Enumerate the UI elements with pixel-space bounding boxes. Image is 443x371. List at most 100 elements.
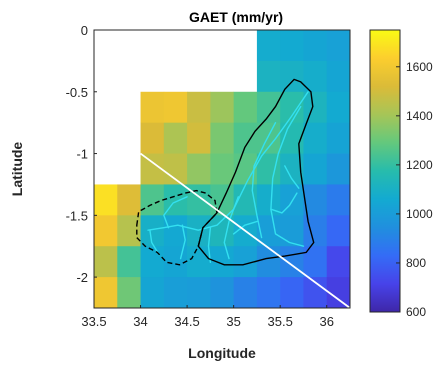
colorbar-tick-label: 1600: [406, 60, 433, 74]
colorbar-tick-label: 800: [406, 256, 426, 270]
river-line: [223, 196, 240, 260]
map-overlays: [136, 78, 351, 309]
y-axis: 0 -0.5 -1 -1.5 -2: [66, 23, 97, 285]
heatmap-cell: [280, 91, 304, 124]
heatmap-cells: [94, 30, 351, 309]
heatmap-cell: [94, 277, 118, 309]
heatmap-cell: [233, 277, 258, 309]
heatmap-cell: [256, 122, 281, 154]
heatmap-cell: [163, 122, 188, 154]
heatmap-cell: [187, 91, 211, 124]
basin-outline-dashed: [136, 189, 218, 266]
heatmap-cell: [140, 91, 165, 124]
heatmap-cell: [140, 277, 165, 309]
heatmap-cell: [256, 215, 281, 247]
heatmap-cell: [256, 153, 281, 185]
y-tick-label: -2: [76, 270, 88, 285]
y-tick-label: -1: [76, 147, 88, 162]
heatmap-cell: [303, 215, 328, 247]
heatmap-cell: [303, 91, 328, 124]
heatmap-cell: [117, 215, 141, 247]
basin-outline-solid: [197, 78, 315, 266]
heatmap-cell: [187, 215, 211, 247]
heatmap-cell: [140, 215, 165, 247]
colorbar: [369, 29, 401, 313]
heatmap-cell: [256, 60, 281, 93]
heatmap-cell: [256, 91, 281, 124]
heatmap-cell: [187, 153, 211, 185]
colorbar-ticks: 600 800 1000 1200 1400 1600: [396, 60, 433, 319]
heatmap-cell: [210, 91, 235, 124]
x-tick-label: 33.5: [81, 314, 106, 329]
heatmap-cell: [326, 122, 351, 154]
heatmap-cell: [210, 277, 235, 309]
heatmap-cell: [94, 246, 118, 278]
heatmap-cell: [303, 153, 328, 185]
heatmap-cell: [326, 91, 351, 124]
river-line: [179, 224, 186, 260]
heatmap-cell: [280, 277, 304, 309]
x-tick-label: 34.5: [174, 314, 199, 329]
heatmap-cell: [163, 215, 188, 247]
heatmap-cell: [303, 122, 328, 154]
heatmap-cell: [117, 184, 141, 216]
colorbar-tick-label: 1000: [406, 207, 433, 221]
x-tick-label: 36: [319, 314, 333, 329]
x-tick-label: 35.5: [268, 314, 293, 329]
heatmap-cell: [163, 91, 188, 124]
heatmap-cell: [326, 60, 351, 93]
heatmap-cell: [140, 184, 165, 216]
x-tick-label: 34: [133, 314, 147, 329]
heatmap-cell: [303, 246, 328, 278]
heatmap-cell: [280, 246, 304, 278]
heatmap-cell: [326, 215, 351, 247]
heatmap-cell: [326, 30, 351, 62]
heatmap-cell: [233, 122, 258, 154]
river-line: [270, 105, 305, 247]
river-line: [207, 226, 212, 263]
heatmap-cell: [187, 122, 211, 154]
colorbar-tick-label: 1200: [406, 158, 433, 172]
heatmap-cell: [256, 277, 281, 309]
heatmap-cell: [256, 184, 281, 216]
heatmap-cell: [163, 153, 188, 185]
plot-frame: [93, 29, 351, 309]
colorbar-tick-label: 1400: [406, 109, 433, 123]
heatmap-cell: [94, 215, 118, 247]
heatmap-cell: [233, 246, 258, 278]
heatmap-cell: [233, 184, 258, 216]
heatmap-cell: [163, 277, 188, 309]
river-line: [232, 220, 258, 235]
heatmap-cell: [140, 122, 165, 154]
y-axis-label: Latitude: [9, 142, 25, 197]
heatmap-cell: [117, 277, 141, 309]
heatmap-cell: [233, 91, 258, 124]
colorbar-tick-label: 600: [406, 305, 426, 319]
heatmap-cell: [187, 246, 211, 278]
heatmap-cell: [326, 153, 351, 185]
heatmap-cell: [303, 60, 328, 93]
heatmap-cell: [210, 122, 235, 154]
heatmap-cell: [256, 246, 281, 278]
heatmap-cell: [303, 184, 328, 216]
heatmap-cell: [280, 122, 304, 154]
heatmap-cell: [280, 60, 304, 93]
chart-title: GAET (mm/yr): [189, 9, 283, 25]
heatmap-cell: [210, 246, 235, 278]
heatmap-cell: [326, 277, 351, 309]
river-line: [251, 121, 277, 239]
heatmap-cell: [117, 246, 141, 278]
diagonal-line: [140, 152, 351, 309]
x-axis-label: Longitude: [188, 345, 256, 361]
y-tick-label: 0: [81, 23, 88, 38]
river-line: [163, 196, 188, 229]
x-tick-label: 35: [226, 314, 240, 329]
y-tick-label: -0.5: [66, 85, 88, 100]
heatmap-cell: [94, 184, 118, 216]
heatmap-cell: [187, 184, 211, 216]
heatmap-cell: [326, 184, 351, 216]
x-axis: 33.5 34 34.5 35 35.5 36: [81, 305, 334, 329]
heatmap-cell: [303, 30, 328, 62]
